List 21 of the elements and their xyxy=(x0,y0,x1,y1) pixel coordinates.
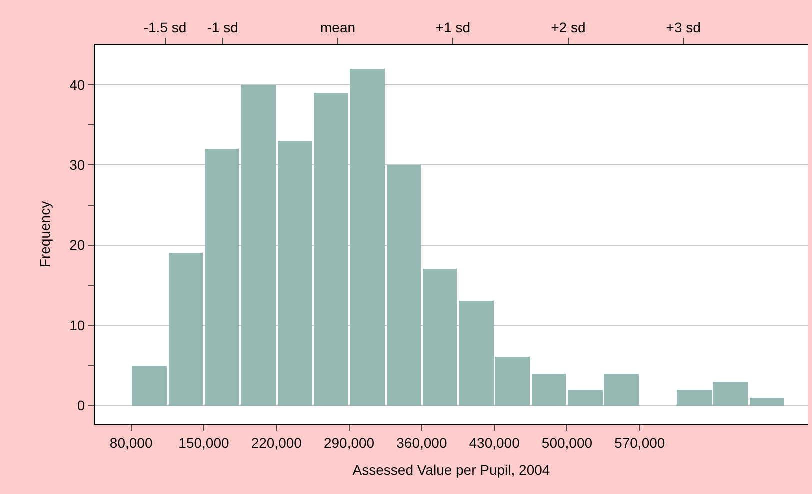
x-axis-title: Assessed Value per Pupil, 2004 xyxy=(352,462,550,478)
x-tick-label: 360,000 xyxy=(396,434,448,451)
x2-tick-label: -1 sd xyxy=(207,19,238,36)
x2-tick-label: +2 sd xyxy=(551,19,586,36)
x-tick-label: 570,000 xyxy=(614,434,666,451)
x2-tick-label: -1.5 sd xyxy=(144,19,187,36)
x2-tick-label: +1 sd xyxy=(436,19,471,36)
y-axis-title: Frequency xyxy=(37,201,54,268)
y-tick-label: 30 xyxy=(70,157,86,174)
y-tick-label: 40 xyxy=(70,76,86,93)
x-tick-label: 220,000 xyxy=(251,434,302,451)
x-tick-label: 80,000 xyxy=(110,434,153,451)
y-tick-label: 0 xyxy=(77,397,86,414)
x2-tick-label: +3 sd xyxy=(666,19,701,36)
y-tick-label: 20 xyxy=(70,237,86,254)
x2-tick-label: mean xyxy=(320,19,356,36)
y-tick-label: 10 xyxy=(70,317,86,334)
x-tick-label: 500,000 xyxy=(542,434,593,451)
x-tick-label: 430,000 xyxy=(469,434,520,451)
x-tick-label: 150,000 xyxy=(178,434,230,451)
x-tick-label: 290,000 xyxy=(324,434,375,451)
